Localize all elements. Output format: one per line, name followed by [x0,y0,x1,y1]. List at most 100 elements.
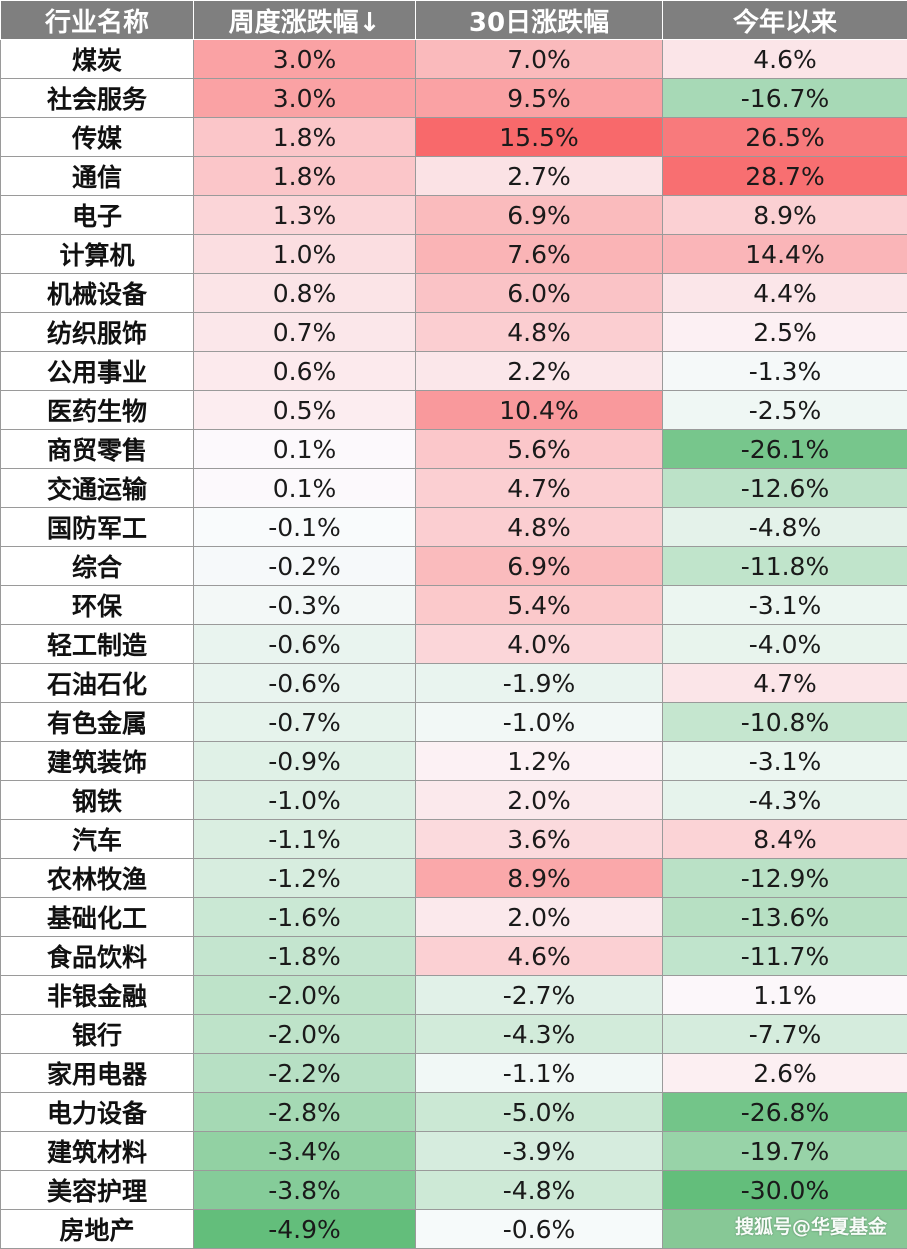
industry-name-cell: 石油石化 [0,663,194,703]
weekly-change-cell: -1.2% [193,858,416,898]
ytd-change-cell: -4.0% [662,624,907,664]
weekly-change-cell: -0.9% [193,741,416,781]
table-row[interactable]: 国防军工 -0.1% 4.8% -4.8% [0,507,907,547]
industry-name-cell: 煤炭 [0,39,194,79]
table-row[interactable]: 基础化工 -1.6% 2.0% -13.6% [0,897,907,937]
table-row[interactable]: 石油石化 -0.6% -1.9% 4.7% [0,663,907,703]
d30-change-cell: 4.7% [415,468,663,508]
weekly-change-cell: -3.8% [193,1170,416,1210]
table-row[interactable]: 美容护理 -3.8% -4.8% -30.0% [0,1170,907,1210]
weekly-change-cell: -3.4% [193,1131,416,1171]
d30-change-cell: 9.5% [415,78,663,118]
header-ytd-change[interactable]: 今年以来 [662,0,907,40]
ytd-change-cell: 14.4% [662,234,907,274]
d30-change-cell: 2.2% [415,351,663,391]
ytd-change-cell: -10.8% [662,702,907,742]
ytd-change-cell: -3.1% [662,585,907,625]
ytd-change-cell: -7.7% [662,1014,907,1054]
table-row[interactable]: 环保 -0.3% 5.4% -3.1% [0,585,907,625]
table-row[interactable]: 计算机 1.0% 7.6% 14.4% [0,234,907,274]
industry-name-cell: 传媒 [0,117,194,157]
table-row[interactable]: 公用事业 0.6% 2.2% -1.3% [0,351,907,391]
industry-name-cell: 钢铁 [0,780,194,820]
table-row[interactable]: 农林牧渔 -1.2% 8.9% -12.9% [0,858,907,898]
d30-change-cell: 15.5% [415,117,663,157]
industry-name-cell: 机械设备 [0,273,194,313]
table-row[interactable]: 钢铁 -1.0% 2.0% -4.3% [0,780,907,820]
d30-change-cell: 4.6% [415,936,663,976]
table-row[interactable]: 建筑装饰 -0.9% 1.2% -3.1% [0,741,907,781]
table-row[interactable]: 汽车 -1.1% 3.6% 8.4% [0,819,907,859]
ytd-change-cell: 28.7% [662,156,907,196]
table-row[interactable]: 房地产 -4.9% -0.6% [0,1209,907,1249]
table-row[interactable]: 电子 1.3% 6.9% 8.9% [0,195,907,235]
ytd-change-cell [662,1209,907,1249]
header-30day-change[interactable]: 30日涨跌幅 [415,0,663,40]
d30-change-cell: 5.6% [415,429,663,469]
industry-name-cell: 农林牧渔 [0,858,194,898]
header-weekly-change[interactable]: 周度涨跌幅↓ [193,0,416,40]
industry-name-cell: 社会服务 [0,78,194,118]
table-row[interactable]: 医药生物 0.5% 10.4% -2.5% [0,390,907,430]
table-row[interactable]: 传媒 1.8% 15.5% 26.5% [0,117,907,157]
d30-change-cell: 7.0% [415,39,663,79]
industry-name-cell: 公用事业 [0,351,194,391]
table-row[interactable]: 轻工制造 -0.6% 4.0% -4.0% [0,624,907,664]
industry-name-cell: 汽车 [0,819,194,859]
table-row[interactable]: 综合 -0.2% 6.9% -11.8% [0,546,907,586]
d30-change-cell: 2.7% [415,156,663,196]
industry-name-cell: 通信 [0,156,194,196]
industry-name-cell: 银行 [0,1014,194,1054]
ytd-change-cell: 4.4% [662,273,907,313]
d30-change-cell: -4.3% [415,1014,663,1054]
ytd-change-cell: -26.1% [662,429,907,469]
table-row[interactable]: 社会服务 3.0% 9.5% -16.7% [0,78,907,118]
industry-name-cell: 房地产 [0,1209,194,1249]
d30-change-cell: -1.0% [415,702,663,742]
ytd-change-cell: 4.7% [662,663,907,703]
weekly-change-cell: -2.0% [193,1014,416,1054]
weekly-change-cell: -0.6% [193,663,416,703]
table-row[interactable]: 煤炭 3.0% 7.0% 4.6% [0,39,907,79]
weekly-change-cell: 0.6% [193,351,416,391]
ytd-change-cell: -11.7% [662,936,907,976]
ytd-change-cell: 26.5% [662,117,907,157]
weekly-change-cell: 1.8% [193,156,416,196]
table-row[interactable]: 有色金属 -0.7% -1.0% -10.8% [0,702,907,742]
industry-name-cell: 建筑材料 [0,1131,194,1171]
table-row[interactable]: 食品饮料 -1.8% 4.6% -11.7% [0,936,907,976]
table-row[interactable]: 家用电器 -2.2% -1.1% 2.6% [0,1053,907,1093]
ytd-change-cell: 8.9% [662,195,907,235]
d30-change-cell: 1.2% [415,741,663,781]
table-row[interactable]: 交通运输 0.1% 4.7% -12.6% [0,468,907,508]
d30-change-cell: 2.0% [415,897,663,937]
ytd-change-cell: -1.3% [662,351,907,391]
ytd-change-cell: -13.6% [662,897,907,937]
table-row[interactable]: 非银金融 -2.0% -2.7% 1.1% [0,975,907,1015]
table-row[interactable]: 商贸零售 0.1% 5.6% -26.1% [0,429,907,469]
weekly-change-cell: 0.8% [193,273,416,313]
weekly-change-cell: -1.1% [193,819,416,859]
ytd-change-cell: -12.6% [662,468,907,508]
d30-change-cell: 6.0% [415,273,663,313]
d30-change-cell: -3.9% [415,1131,663,1171]
d30-change-cell: -5.0% [415,1092,663,1132]
table-row[interactable]: 通信 1.8% 2.7% 28.7% [0,156,907,196]
industry-name-cell: 商贸零售 [0,429,194,469]
table-row[interactable]: 电力设备 -2.8% -5.0% -26.8% [0,1092,907,1132]
weekly-change-cell: -0.3% [193,585,416,625]
industry-name-cell: 综合 [0,546,194,586]
header-industry-name[interactable]: 行业名称 [0,0,194,40]
table-row[interactable]: 银行 -2.0% -4.3% -7.7% [0,1014,907,1054]
d30-change-cell: 2.0% [415,780,663,820]
ytd-change-cell: -3.1% [662,741,907,781]
d30-change-cell: 8.9% [415,858,663,898]
d30-change-cell: 3.6% [415,819,663,859]
table-row[interactable]: 建筑材料 -3.4% -3.9% -19.7% [0,1131,907,1171]
d30-change-cell: 6.9% [415,546,663,586]
industry-name-cell: 有色金属 [0,702,194,742]
table-row[interactable]: 纺织服饰 0.7% 4.8% 2.5% [0,312,907,352]
table-row[interactable]: 机械设备 0.8% 6.0% 4.4% [0,273,907,313]
industry-name-cell: 轻工制造 [0,624,194,664]
